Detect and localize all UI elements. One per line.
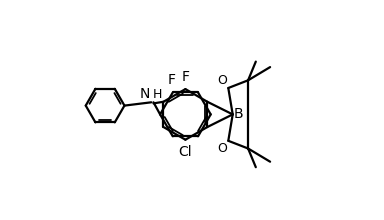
Text: F: F: [168, 73, 175, 87]
Text: F: F: [181, 70, 189, 84]
Text: N: N: [140, 87, 150, 101]
Text: B: B: [234, 107, 243, 121]
Text: Cl: Cl: [179, 145, 192, 159]
Text: O: O: [217, 74, 227, 87]
Text: H: H: [152, 88, 162, 101]
Text: O: O: [217, 142, 227, 155]
